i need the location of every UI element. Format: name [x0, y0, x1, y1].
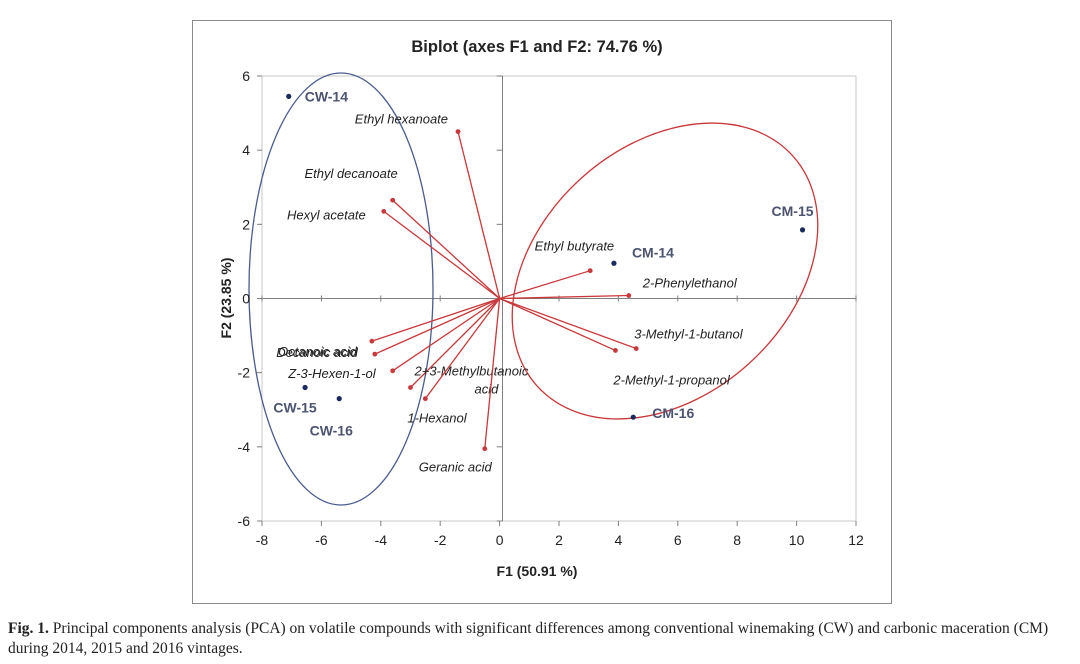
sample-point: [286, 93, 292, 99]
x-axis-label: F1 (50.91 %): [497, 563, 578, 579]
loading-label: Ethyl decanoate: [304, 166, 397, 181]
sample-label: CM-15: [772, 203, 814, 219]
biplot-chart: Biplot (axes F1 and F2: 74.76 %) -8 -6 -4 -…: [218, 38, 864, 579]
loading-point: [587, 268, 593, 274]
loading-label: Z-3-Hexen-1-ol: [287, 366, 377, 381]
loading-label-cont: acid: [475, 382, 500, 397]
loading-label: 2-Methyl-1-propanol: [612, 372, 730, 387]
loading-vector: [392, 297, 500, 372]
loading-label: 3-Methyl-1-butanol: [634, 327, 743, 342]
loading-vector: [484, 298, 501, 449]
y-tick-label: -4: [238, 439, 251, 455]
x-tick-label: -4: [375, 532, 388, 548]
x-tick-label: 2: [555, 532, 563, 548]
biplot-figure: Biplot (axes F1 and F2: 74.76 %) -8 -6 -4 -…: [192, 20, 892, 604]
loading-label: Hexyl acetate: [287, 207, 366, 222]
loading-point: [613, 348, 618, 353]
loading-point: [390, 197, 396, 203]
loading-vector: [410, 298, 501, 388]
x-tick-label: 12: [848, 532, 864, 548]
loading-point: [390, 368, 396, 374]
x-tick-label: 4: [615, 532, 623, 548]
x-tick-label: 10: [789, 532, 805, 548]
x-tick-label: 0: [496, 532, 504, 548]
chart-title: Biplot (axes F1 and F2: 74.76 %): [411, 38, 662, 56]
loading-vector: [374, 297, 500, 355]
loading-point: [422, 396, 428, 402]
sample-point: [336, 396, 342, 402]
loading-point: [626, 293, 632, 298]
loading-vector: [499, 270, 591, 300]
sample-point: [630, 414, 636, 420]
y-tick-label: 4: [242, 142, 250, 158]
x-tick-label: -2: [434, 532, 447, 548]
loading-point: [381, 208, 387, 214]
loading-vector: [424, 298, 501, 400]
loading-vector: [499, 297, 637, 350]
caption-text: Principal components analysis (PCA) on v…: [8, 620, 1049, 657]
loading-vector: [457, 131, 501, 299]
loading-label: Ethyl butyrate: [535, 239, 615, 254]
loading-vector: [383, 210, 500, 300]
cw-group-ellipse: [248, 72, 434, 506]
loading-point: [408, 385, 413, 390]
loading-label: Octanoic acid: [278, 344, 358, 359]
x-tick-label: 8: [733, 532, 741, 548]
sample-label: CW-14: [305, 88, 348, 104]
cm-group-ellipse: [511, 122, 819, 420]
loading-point: [633, 346, 639, 351]
loading-label: 1-Hexanol: [407, 411, 467, 426]
x-tick-label: -8: [256, 532, 269, 548]
loading-point: [455, 129, 461, 135]
sample-label: CM-16: [652, 405, 694, 421]
x-tick-label: 6: [674, 532, 682, 548]
y-tick-label: -2: [238, 365, 251, 381]
loading-vector: [499, 297, 616, 352]
loading-label: 2+3-Methylbutanoic: [414, 364, 529, 379]
y-tick-label: 0: [242, 291, 250, 307]
caption-label: Fig. 1.: [8, 620, 49, 637]
loading-point: [369, 338, 375, 344]
sample-point: [302, 384, 308, 391]
sample-label: CW-16: [310, 423, 353, 439]
sample-label: CW-15: [273, 400, 316, 416]
loading-point: [482, 446, 488, 452]
loading-vector: [499, 294, 629, 300]
sample-point: [611, 260, 617, 266]
loading-vector: [371, 297, 500, 342]
loading-label: Decanoic acid: [276, 345, 358, 360]
loading-label: 2-Phenylethanol: [642, 276, 738, 291]
loading-label: Ethyl hexanoate: [355, 112, 448, 127]
y-axis-label: F2 (23.85 %): [218, 258, 234, 339]
loading-label: Geranic acid: [419, 460, 493, 475]
x-tick-label: -6: [315, 532, 328, 548]
sample-point: [799, 227, 806, 233]
y-tick-label: 6: [242, 68, 250, 84]
loading-vector: [392, 199, 501, 299]
loading-point: [372, 351, 378, 357]
y-tick-label: 2: [242, 216, 250, 232]
sample-label: CM-14: [632, 244, 674, 260]
figure-caption: Fig. 1. Principal components analysis (P…: [8, 619, 1072, 659]
y-tick-label: -6: [238, 513, 251, 529]
